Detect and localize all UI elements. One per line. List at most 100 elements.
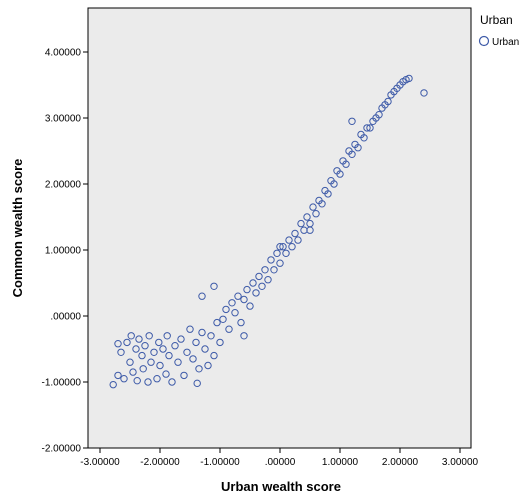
data-point	[363, 124, 371, 132]
data-point	[180, 371, 188, 380]
x-axis-title: Urban wealth score	[221, 479, 341, 494]
data-point	[222, 305, 230, 314]
data-point	[168, 378, 176, 386]
data-point	[255, 272, 263, 281]
y-axis-title: Common wealth score	[10, 159, 25, 298]
data-point	[303, 213, 311, 221]
y-axis: -2.00000 -1.00000 .00000 1.00000 2.00000 3.00…	[42, 48, 88, 455]
data-point	[228, 299, 236, 307]
data-point	[193, 379, 201, 388]
data-point	[420, 89, 428, 97]
data-point	[330, 180, 338, 188]
data-point	[306, 226, 314, 234]
data-point	[129, 368, 137, 376]
data-point	[246, 302, 254, 310]
x-tick-label: -3.00000	[80, 457, 120, 468]
data-point	[264, 276, 272, 284]
data-point	[198, 292, 206, 300]
data-point	[210, 282, 218, 290]
data-point	[145, 332, 153, 340]
data-point	[192, 338, 200, 347]
data-point	[198, 328, 206, 337]
data-point	[165, 351, 173, 360]
data-point	[276, 243, 284, 251]
data-point	[249, 279, 257, 287]
points-layer	[109, 74, 428, 389]
y-tick-label: -2.00000	[42, 444, 82, 455]
y-tick-label: 3.00000	[45, 114, 82, 125]
data-point	[126, 358, 134, 366]
data-point	[252, 289, 260, 297]
x-tick-label: -2.00000	[140, 457, 180, 468]
x-tick-label: 1.00000	[322, 457, 359, 468]
data-point	[231, 309, 239, 317]
data-point	[189, 355, 197, 363]
data-point	[186, 325, 194, 333]
data-point	[147, 358, 155, 366]
data-point	[273, 249, 281, 258]
data-point	[210, 351, 218, 360]
data-point	[258, 282, 266, 290]
y-tick-label: -1.00000	[42, 378, 82, 389]
data-point	[366, 124, 374, 132]
data-point	[156, 361, 164, 370]
data-point	[375, 111, 383, 119]
data-point	[204, 361, 212, 370]
plot-area	[87, 7, 472, 449]
data-point	[159, 345, 167, 353]
data-point	[243, 285, 251, 294]
data-point	[183, 348, 191, 356]
y-tick-label: 2.00000	[45, 180, 82, 191]
data-point	[213, 318, 221, 327]
data-point	[207, 332, 215, 340]
y-tick-label: 4.00000	[45, 48, 82, 59]
data-point	[336, 170, 344, 178]
data-point	[141, 342, 149, 350]
legend-item-label: Urban	[492, 37, 519, 48]
data-point	[120, 375, 128, 383]
data-point	[297, 219, 305, 228]
data-point	[294, 236, 302, 244]
data-point	[324, 190, 332, 198]
data-point	[153, 375, 161, 383]
data-point	[155, 338, 163, 347]
data-point	[360, 134, 368, 142]
data-point	[109, 380, 117, 389]
data-point	[139, 365, 147, 373]
data-point	[312, 210, 320, 218]
x-tick-label: -1.00000	[200, 457, 240, 468]
data-point	[309, 203, 317, 211]
data-point	[267, 256, 275, 264]
data-point	[240, 332, 248, 340]
data-point	[177, 335, 185, 343]
x-tick-label: 3.00000	[442, 457, 479, 468]
y-tick-label: .00000	[50, 312, 81, 323]
data-point	[279, 243, 287, 251]
data-point	[114, 371, 122, 380]
data-point	[123, 338, 131, 347]
data-point	[285, 236, 293, 244]
data-point	[291, 229, 299, 238]
legend-title: Urban	[480, 13, 513, 27]
legend-marker	[478, 35, 490, 47]
data-point	[348, 117, 356, 126]
data-point	[138, 351, 146, 360]
data-point	[135, 335, 143, 343]
data-point	[354, 144, 362, 152]
data-point	[237, 318, 245, 327]
data-point	[117, 348, 125, 356]
data-point	[174, 358, 182, 366]
data-point	[132, 345, 140, 353]
data-point	[282, 249, 290, 258]
data-point	[127, 332, 135, 340]
data-point	[240, 295, 248, 304]
legend: Urban Urban	[478, 13, 519, 48]
data-point	[219, 315, 227, 323]
data-point	[342, 160, 350, 168]
data-point	[150, 348, 158, 356]
data-point	[261, 266, 269, 274]
x-tick-label: 2.00000	[382, 457, 419, 468]
data-point	[201, 345, 209, 353]
data-point	[171, 342, 179, 350]
